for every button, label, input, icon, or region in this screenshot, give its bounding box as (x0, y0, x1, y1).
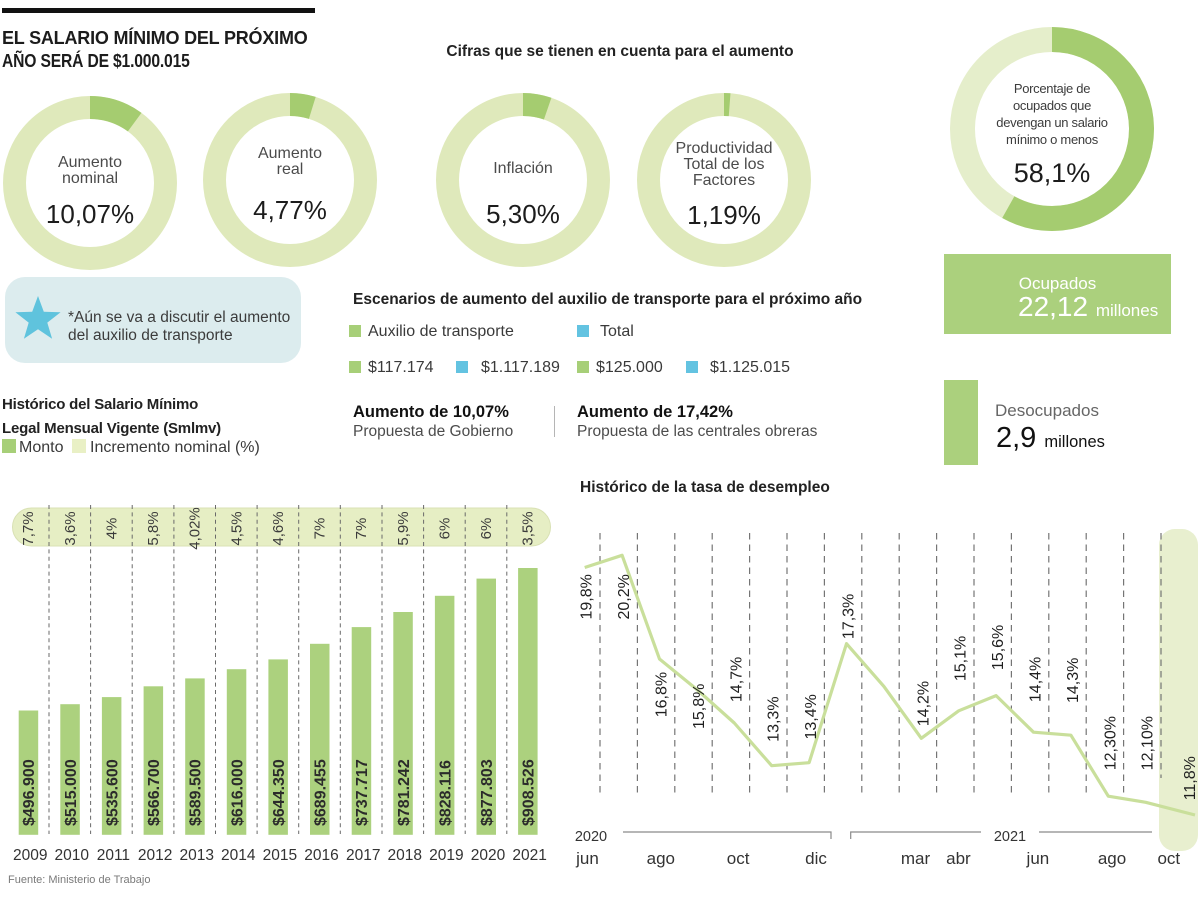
svg-text:$781.242: $781.242 (396, 759, 413, 826)
svg-text:2009: 2009 (13, 847, 47, 864)
svg-text:$737.717: $737.717 (354, 759, 371, 826)
svg-text:13,3%: 13,3% (766, 696, 783, 741)
svg-text:2020: 2020 (471, 847, 506, 864)
svg-text:14,3%: 14,3% (1065, 658, 1082, 703)
svg-text:$644.350: $644.350 (271, 759, 288, 826)
svg-text:jun: jun (575, 849, 599, 868)
svg-text:$908.526: $908.526 (521, 759, 538, 826)
svg-text:oct: oct (727, 849, 750, 868)
svg-text:4,6%: 4,6% (270, 511, 287, 545)
svg-text:7%: 7% (312, 518, 329, 540)
svg-text:3,6%: 3,6% (62, 511, 79, 545)
svg-text:6%: 6% (436, 518, 453, 540)
svg-text:ago: ago (1098, 849, 1126, 868)
svg-text:2021: 2021 (994, 829, 1026, 845)
svg-text:$616.000: $616.000 (229, 759, 246, 826)
svg-text:5,9%: 5,9% (395, 511, 412, 545)
svg-text:16,8%: 16,8% (654, 672, 671, 717)
svg-text:15,8%: 15,8% (691, 684, 708, 729)
svg-text:$589.500: $589.500 (188, 759, 205, 826)
svg-text:4%: 4% (103, 518, 120, 540)
svg-text:4,5%: 4,5% (228, 511, 245, 545)
svg-text:14,4%: 14,4% (1028, 657, 1045, 702)
svg-text:$535.600: $535.600 (104, 759, 121, 826)
svg-text:$689.455: $689.455 (313, 759, 330, 826)
svg-text:2017: 2017 (346, 847, 380, 864)
svg-text:14,2%: 14,2% (915, 681, 932, 726)
svg-text:5,8%: 5,8% (145, 511, 162, 545)
svg-text:mar: mar (901, 849, 931, 868)
svg-text:14,7%: 14,7% (728, 657, 745, 702)
svg-text:2016: 2016 (304, 847, 338, 864)
svg-text:7%: 7% (353, 518, 370, 540)
svg-text:4,02%: 4,02% (187, 507, 204, 550)
svg-text:$515.000: $515.000 (63, 759, 80, 826)
svg-text:$566.700: $566.700 (146, 759, 163, 826)
svg-text:2010: 2010 (55, 847, 90, 864)
svg-text:ago: ago (647, 849, 675, 868)
svg-text:2012: 2012 (138, 847, 172, 864)
svg-text:17,3%: 17,3% (841, 594, 858, 639)
svg-text:2015: 2015 (263, 847, 297, 864)
svg-text:12,30%: 12,30% (1102, 716, 1119, 770)
svg-text:2013: 2013 (179, 847, 213, 864)
svg-text:2020: 2020 (575, 829, 607, 845)
svg-text:2018: 2018 (388, 847, 422, 864)
svg-text:12,10%: 12,10% (1140, 716, 1157, 770)
svg-text:dic: dic (805, 849, 827, 868)
svg-text:20,2%: 20,2% (616, 574, 633, 619)
svg-text:jun: jun (1026, 849, 1050, 868)
svg-text:11,8%: 11,8% (1182, 756, 1199, 800)
svg-text:15,1%: 15,1% (953, 636, 970, 681)
svg-text:3,5%: 3,5% (520, 511, 537, 545)
svg-text:$828.116: $828.116 (437, 760, 454, 826)
svg-text:$877.803: $877.803 (479, 759, 496, 826)
svg-text:7,7%: 7,7% (20, 511, 37, 545)
svg-text:2011: 2011 (97, 847, 130, 864)
svg-text:13,4%: 13,4% (803, 694, 820, 739)
svg-text:6%: 6% (478, 518, 495, 540)
svg-text:abr: abr (946, 849, 971, 868)
svg-text:$496.900: $496.900 (21, 759, 38, 826)
svg-text:oct: oct (1157, 849, 1180, 868)
svg-text:2014: 2014 (221, 847, 256, 864)
svg-text:15,6%: 15,6% (990, 625, 1007, 670)
svg-text:2019: 2019 (429, 847, 463, 864)
svg-text:2021: 2021 (512, 847, 546, 864)
svg-text:19,8%: 19,8% (579, 574, 596, 619)
